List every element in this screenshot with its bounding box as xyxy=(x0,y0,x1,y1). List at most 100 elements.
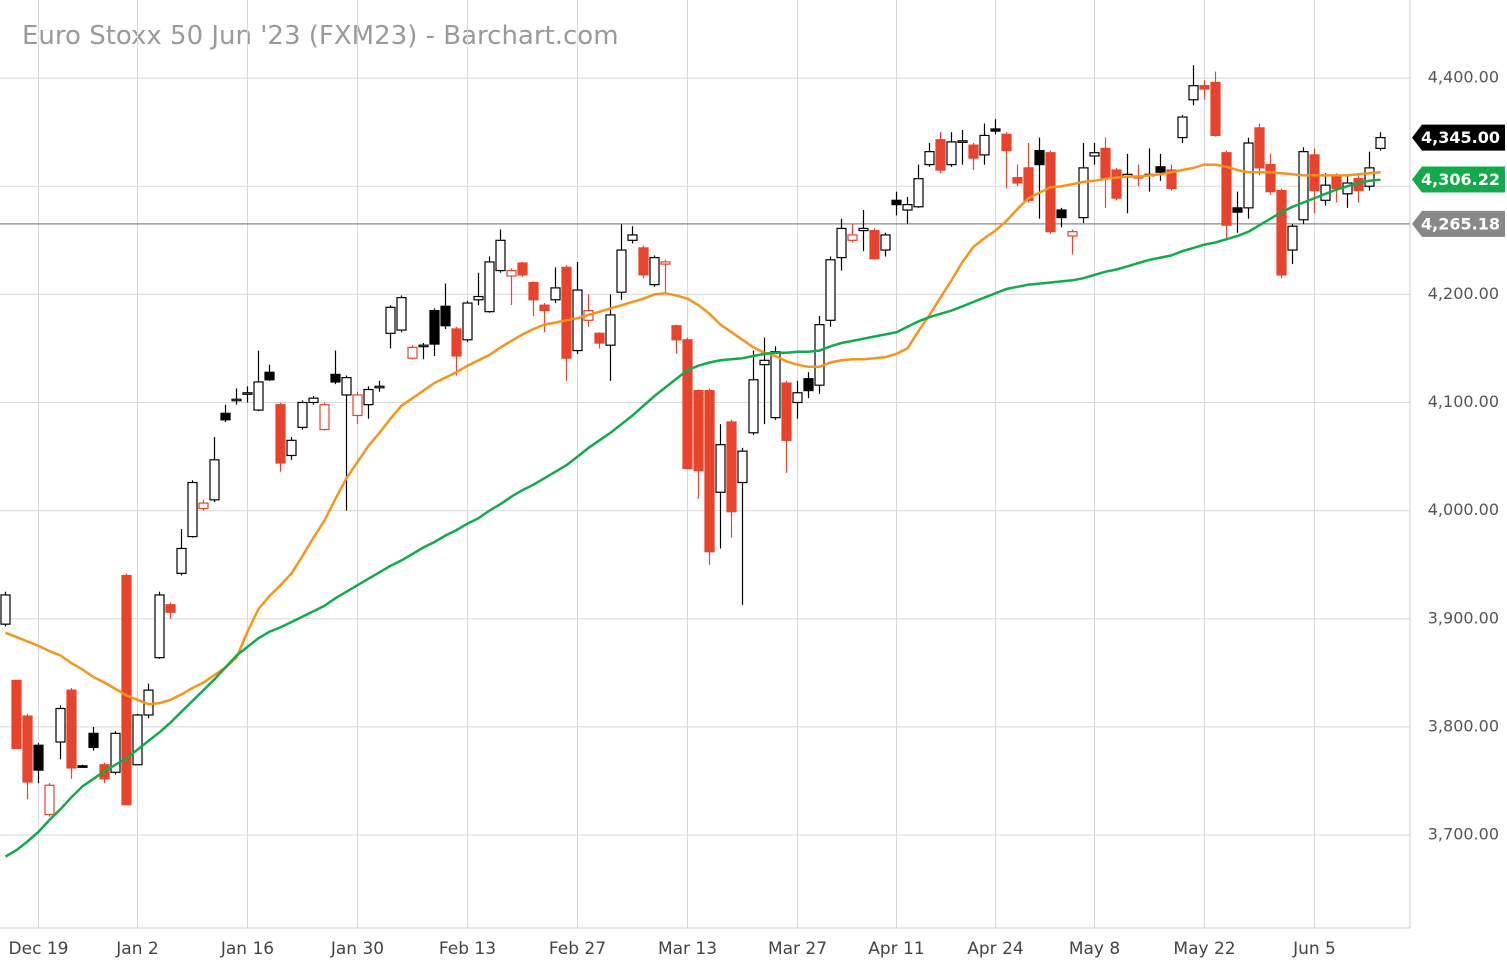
candle-body xyxy=(924,151,935,166)
price-marker xyxy=(1412,124,1505,151)
candle-body xyxy=(484,261,495,313)
candle-body xyxy=(176,547,187,574)
x-tick-label: May 22 xyxy=(1173,939,1235,959)
price-marker xyxy=(1412,166,1505,193)
candle-body xyxy=(418,344,429,348)
candle-body xyxy=(209,459,220,501)
candle-body xyxy=(726,421,737,513)
candle-body xyxy=(352,394,363,417)
candle-body xyxy=(275,404,286,464)
candle-body xyxy=(1276,189,1287,276)
candle-body xyxy=(935,139,946,171)
candle-body xyxy=(1298,151,1309,221)
x-tick-label: Jan 30 xyxy=(330,939,384,959)
price-marker-label: 4,306.22 xyxy=(1421,170,1500,189)
y-tick-label: 4,000.00 xyxy=(1428,500,1499,519)
candle-body xyxy=(231,398,242,402)
candle-body xyxy=(385,306,396,334)
candle-body xyxy=(440,305,451,327)
candle-body xyxy=(1243,142,1254,209)
candle-body xyxy=(1111,169,1122,199)
candle-body xyxy=(792,392,803,404)
candle-body xyxy=(1232,207,1243,213)
candle-body xyxy=(693,390,704,472)
candle-body xyxy=(880,234,891,251)
candle-body xyxy=(132,714,143,766)
candle-body xyxy=(396,297,407,331)
candle-body xyxy=(660,261,671,265)
candle-body xyxy=(473,295,484,301)
candle-body xyxy=(704,390,715,553)
candle-body xyxy=(1067,231,1078,237)
x-tick-label: Mar 13 xyxy=(658,939,717,959)
candle-body xyxy=(605,314,616,346)
y-tick-label: 4,200.00 xyxy=(1428,284,1499,303)
candle-body xyxy=(33,744,44,771)
candle-body xyxy=(1056,209,1067,219)
x-tick-label: Dec 19 xyxy=(9,939,69,959)
candle-body xyxy=(264,371,275,381)
candle-body xyxy=(11,679,22,750)
candle-body xyxy=(165,604,176,613)
candle-body xyxy=(682,339,693,470)
candle-body xyxy=(44,784,55,816)
x-tick-label: Feb 27 xyxy=(549,939,606,959)
candle-body xyxy=(363,388,374,406)
candle-body xyxy=(55,707,66,743)
candle-body xyxy=(154,594,165,659)
candle-body xyxy=(627,234,638,241)
candle-body xyxy=(748,379,759,434)
candle-body xyxy=(77,765,88,768)
candle-body xyxy=(1177,116,1188,139)
candle-body xyxy=(286,439,297,457)
candle-body xyxy=(957,140,968,143)
candle-body xyxy=(1045,152,1056,233)
candle-body xyxy=(616,249,627,293)
candle-body xyxy=(110,732,121,773)
candle-body xyxy=(1309,154,1320,192)
candle-body xyxy=(0,594,11,625)
candle-body xyxy=(187,481,198,538)
candle-body xyxy=(1210,81,1221,137)
x-tick-label: Jan 2 xyxy=(115,939,158,959)
candle-body xyxy=(528,281,539,301)
candle-body xyxy=(594,332,605,344)
ma-line xyxy=(4,178,1381,858)
candle-body xyxy=(1089,152,1100,157)
candle-body xyxy=(913,178,924,208)
candle-body xyxy=(968,144,979,159)
candle-body xyxy=(1100,147,1111,180)
x-tick-label: May 8 xyxy=(1069,939,1120,959)
candle-body xyxy=(253,381,264,411)
candle-body xyxy=(649,257,660,286)
candle-body xyxy=(869,229,880,260)
candle-body xyxy=(902,204,913,211)
price-marker-label: 4,265.18 xyxy=(1421,214,1500,233)
candle-body xyxy=(341,377,352,396)
candle-body xyxy=(803,378,814,392)
candle-body xyxy=(66,689,77,769)
candle-body xyxy=(759,359,770,366)
candle-body xyxy=(671,325,682,341)
candle-body xyxy=(121,574,132,806)
y-tick-label: 4,400.00 xyxy=(1428,68,1499,87)
candle-body xyxy=(1221,152,1232,226)
candle-body xyxy=(715,444,726,493)
candle-body xyxy=(1254,127,1265,169)
candle-body xyxy=(990,128,1001,132)
candle-body xyxy=(22,715,33,783)
candle-body xyxy=(946,141,957,166)
candle-body xyxy=(297,401,308,428)
candle-body xyxy=(88,732,99,749)
candle-body xyxy=(517,262,528,276)
candle-body xyxy=(1078,167,1089,219)
candle-body xyxy=(1331,174,1342,190)
candle-body xyxy=(1287,225,1298,251)
candle-body xyxy=(1034,149,1045,166)
price-marker xyxy=(1412,210,1505,237)
x-tick-label: Jan 16 xyxy=(220,939,274,959)
candle-body xyxy=(737,450,748,484)
candle-body xyxy=(1023,167,1034,201)
candle-body xyxy=(825,259,836,321)
candle-body xyxy=(550,287,561,301)
